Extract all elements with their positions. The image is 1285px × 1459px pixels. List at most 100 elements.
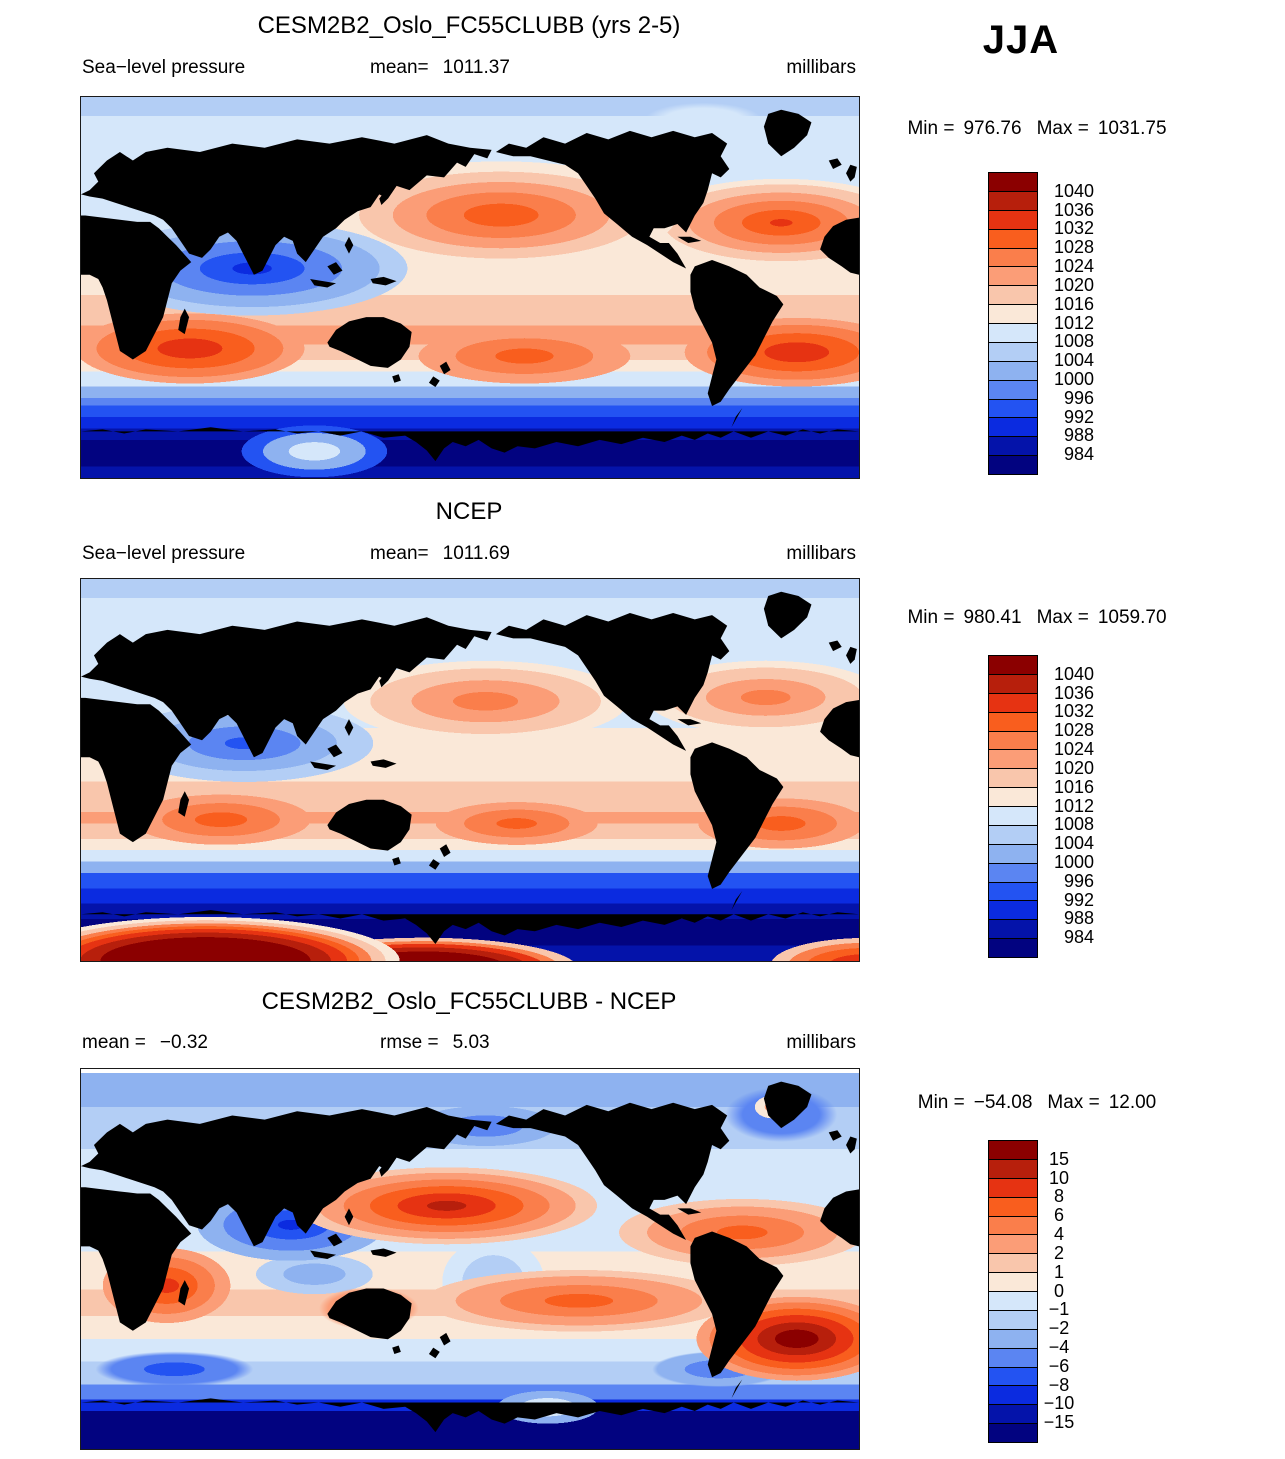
colorbar-tick: −4: [1048, 1337, 1070, 1357]
panel3-stats-row: mean = −0.32 rmse = 5.03 millibars: [80, 1032, 858, 1056]
colorbar-cell: [989, 1235, 1037, 1255]
max-label: Max =: [1036, 118, 1089, 139]
colorbar-tick: −10: [1043, 1393, 1075, 1413]
panel3-mean-stat: mean = −0.32: [82, 1032, 208, 1054]
colorbar-tick: 1024: [1053, 256, 1094, 276]
colorbar-cell: [989, 1329, 1037, 1349]
colorbar-cell: [989, 229, 1037, 249]
colorbar-tick-labels: 15 10 8 6 4 2 1 0 −1 −2 −4 −6 −8 −10 −15: [1038, 1140, 1080, 1443]
colorbar-cell: [989, 731, 1037, 751]
colorbar-tick: 1040: [1053, 664, 1094, 684]
max-value: 1031.75: [1097, 118, 1167, 139]
colorbar-tick: 1040: [1053, 181, 1094, 201]
colorbar-tick: −15: [1043, 1412, 1075, 1432]
colorbar-tick: 988: [1063, 425, 1094, 445]
min-label: Min =: [917, 1092, 965, 1113]
colorbar-cell: [989, 267, 1037, 287]
colorbar-tick: 15: [1048, 1149, 1070, 1169]
colorbar-tick: −1: [1048, 1299, 1070, 1319]
colorbar-tick-labels: 1040 1036 1032 1028 1024 1020 1016 1012 …: [1048, 655, 1094, 958]
panel3-colorbar: 15 10 8 6 4 2 1 0 −1 −2 −4 −6 −8 −10 −15: [988, 1140, 1138, 1443]
rmse-label: rmse =: [380, 1032, 439, 1053]
max-label: Max =: [1047, 1092, 1100, 1113]
colorbar-tick: 992: [1063, 407, 1094, 427]
colorbar-tick: 1036: [1053, 683, 1094, 703]
colorbar-tick: −8: [1048, 1375, 1070, 1395]
colorbar-tick: 1020: [1053, 758, 1094, 778]
colorbar-tick: 0: [1053, 1281, 1064, 1301]
mean-label: mean=: [370, 57, 429, 78]
max-value: 1059.70: [1097, 607, 1167, 628]
panel3-units-label: millibars: [786, 1032, 856, 1053]
colorbar-tick: 1028: [1053, 237, 1094, 257]
colorbar-tick: 10: [1048, 1168, 1070, 1188]
colorbar-cell: [989, 1197, 1037, 1217]
colorbar-cell: [989, 920, 1037, 940]
colorbar-cell: [989, 191, 1037, 211]
colorbar-cell: [989, 361, 1037, 381]
colorbar-tick: −6: [1048, 1356, 1070, 1376]
colorbar-tick: 1024: [1053, 739, 1094, 759]
colorbar-cell: [989, 1178, 1037, 1198]
colorbar-tick: 992: [1063, 890, 1094, 910]
colorbar-cell: [989, 399, 1037, 419]
colorbar-cell: [989, 1254, 1037, 1274]
colorbar-tick: 6: [1053, 1205, 1064, 1225]
colorbar-cells: [988, 172, 1038, 475]
colorbar-cell: [989, 901, 1037, 921]
min-label: Min =: [907, 118, 955, 139]
colorbar-cell: [989, 1367, 1037, 1387]
panel2-subtitle-row: Sea−level pressure mean= 1011.69 millibar…: [80, 543, 858, 567]
colorbar-tick: 984: [1063, 444, 1094, 464]
colorbar-cell: [989, 210, 1037, 230]
colorbar-cell: [989, 324, 1037, 343]
panel3-title: CESM2B2_Oslo_FC55CLUBB - NCEP: [261, 988, 677, 1015]
panel3-minmax: Min = −54.08 Max = 12.00: [872, 1092, 1202, 1114]
colorbar-cell: [989, 1141, 1037, 1160]
colorbar-tick: −2: [1048, 1318, 1070, 1338]
colorbar-tick: 1008: [1053, 331, 1094, 351]
mean-label: mean =: [82, 1032, 146, 1053]
panel2-title: NCEP: [435, 498, 503, 525]
colorbar-cell: [989, 456, 1037, 474]
min-value: 980.41: [963, 607, 1022, 628]
colorbar-tick: 8: [1053, 1186, 1064, 1206]
panel1-minmax: Min = 976.76 Max = 1031.75: [872, 118, 1202, 140]
colorbar-cell: [989, 1424, 1037, 1442]
colorbar-cells: [988, 655, 1038, 958]
colorbar-cell: [989, 788, 1037, 807]
panel3-map: [80, 1068, 860, 1450]
coastlines-overlay: [81, 109, 859, 462]
rmse-value: 5.03: [452, 1032, 490, 1053]
colorbar-cell: [989, 825, 1037, 845]
colorbar-tick: 2: [1053, 1243, 1064, 1263]
mean-value: −0.32: [159, 1032, 208, 1053]
colorbar-tick: 1012: [1053, 313, 1094, 333]
colorbar-cell: [989, 1310, 1037, 1330]
colorbar-cell: [989, 674, 1037, 694]
panel2-map: [80, 578, 860, 962]
colorbar-cell: [989, 286, 1037, 306]
colorbar-cell: [989, 882, 1037, 902]
colorbar-cell: [989, 1159, 1037, 1179]
colorbar-cell: [989, 1216, 1037, 1236]
colorbar-cell: [989, 769, 1037, 789]
coastlines-overlay: [81, 591, 859, 945]
panel1-colorbar: 1040 1036 1032 1028 1024 1020 1016 1012 …: [988, 172, 1138, 475]
colorbar-cell: [989, 173, 1037, 192]
panel3-rmse-stat: rmse = 5.03: [380, 1032, 490, 1054]
panel2-variable-label: Sea−level pressure: [82, 543, 246, 564]
colorbar-tick: 1004: [1053, 833, 1094, 853]
colorbar-cell: [989, 863, 1037, 883]
colorbar-tick: 1020: [1053, 275, 1094, 295]
colorbar-tick: 1: [1053, 1262, 1064, 1282]
colorbar-cell: [989, 1273, 1037, 1292]
colorbar-tick: 1012: [1053, 796, 1094, 816]
colorbar-tick: 1032: [1053, 218, 1094, 238]
colorbar-cell: [989, 305, 1037, 324]
colorbar-tick-labels: 1040 1036 1032 1028 1024 1020 1016 1012 …: [1048, 172, 1094, 475]
colorbar-cell: [989, 1405, 1037, 1425]
colorbar-tick: 1032: [1053, 701, 1094, 721]
colorbar-tick: 996: [1063, 871, 1094, 891]
